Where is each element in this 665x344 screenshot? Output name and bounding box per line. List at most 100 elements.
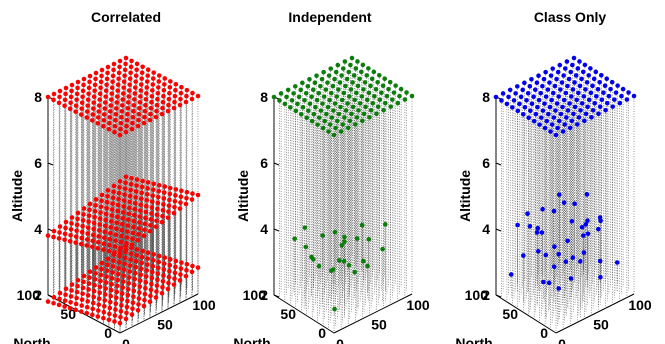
plane-point xyxy=(549,97,554,103)
y-axis-label: North xyxy=(455,335,492,344)
plane-point xyxy=(99,198,104,204)
scatter-point xyxy=(383,222,388,227)
plane-point xyxy=(594,93,599,99)
z-tick-label: 4 xyxy=(482,221,490,237)
plane-point xyxy=(578,108,583,113)
plane-point xyxy=(96,308,101,313)
plane-point xyxy=(631,93,637,99)
plane-point xyxy=(130,230,136,236)
plane-point xyxy=(139,184,145,190)
plane-point xyxy=(74,228,79,234)
plane-point xyxy=(85,97,91,102)
plane-point xyxy=(619,93,624,99)
plane-point xyxy=(155,206,160,212)
plane-point xyxy=(117,132,123,138)
plane-point xyxy=(178,90,184,96)
z-tick-label: 8 xyxy=(482,89,490,105)
plane-point xyxy=(117,58,123,64)
plane-point xyxy=(118,120,124,126)
plane-point xyxy=(540,108,546,113)
plane-point xyxy=(363,104,368,110)
plane-point xyxy=(167,191,173,197)
plane-point xyxy=(69,221,74,226)
scatter-point xyxy=(581,233,586,238)
plane-point xyxy=(154,102,160,108)
plane-point xyxy=(562,122,568,127)
plane-point xyxy=(145,250,151,256)
plane-point xyxy=(143,97,149,102)
plane-point xyxy=(129,126,135,132)
plane-point xyxy=(126,211,132,217)
plane-point xyxy=(132,85,138,90)
plane-point xyxy=(74,295,79,301)
x-tick-label: 100 xyxy=(406,297,430,313)
scatter-point xyxy=(508,272,514,277)
plane-point xyxy=(149,205,155,210)
plane-point xyxy=(591,76,597,82)
plane-point xyxy=(575,66,581,71)
plane-point xyxy=(141,303,147,309)
plane-point xyxy=(108,230,113,236)
plane-point xyxy=(321,94,327,99)
plane-point xyxy=(357,76,362,82)
plane-point xyxy=(333,69,339,75)
plane-point xyxy=(162,190,167,195)
plane-point xyxy=(597,79,602,85)
plane-point xyxy=(147,117,153,123)
plane-point xyxy=(167,85,173,90)
scatter-point xyxy=(597,258,603,264)
plane-point xyxy=(373,86,379,92)
scatter-point xyxy=(525,211,530,216)
plane-point xyxy=(350,80,355,85)
plane-point xyxy=(108,219,114,224)
plane-point xyxy=(85,231,90,236)
plane-point xyxy=(149,211,154,216)
plane-point xyxy=(351,73,357,78)
plane-point xyxy=(144,203,149,209)
plane-point xyxy=(104,268,110,274)
plane-point xyxy=(123,249,128,255)
plane-point xyxy=(576,115,582,120)
plane-point xyxy=(345,101,350,106)
plane-point xyxy=(98,278,103,284)
plane-point xyxy=(108,225,114,230)
x-axis-label: East xyxy=(372,341,402,344)
z-tick-label: 6 xyxy=(34,155,42,171)
plane-point xyxy=(126,205,132,211)
plane-point xyxy=(350,104,356,110)
plane-point xyxy=(74,289,80,295)
scatter-point xyxy=(535,225,541,231)
plane-point xyxy=(75,283,80,289)
plane-point xyxy=(352,122,358,127)
plane-point xyxy=(111,67,116,73)
plane-point xyxy=(393,83,398,88)
plane-point xyxy=(113,301,119,306)
plane-point xyxy=(81,206,87,211)
plane-point xyxy=(75,216,80,222)
plane-point xyxy=(184,261,190,267)
plane-point xyxy=(159,219,165,225)
plane-point xyxy=(353,66,359,71)
y-tick-label: 0 xyxy=(104,325,112,341)
plane-point xyxy=(134,247,140,252)
plane-point xyxy=(166,274,172,280)
plane-point xyxy=(154,212,160,218)
plane-point xyxy=(160,279,166,284)
plane-point xyxy=(336,87,341,92)
plane-point xyxy=(137,105,142,111)
plane-point xyxy=(150,76,156,81)
plane-point xyxy=(520,111,526,117)
plane-point xyxy=(130,236,135,242)
y-tick-label: 100 xyxy=(465,287,489,303)
plane-point xyxy=(114,94,120,99)
plane-point xyxy=(125,223,131,228)
plane-point xyxy=(80,291,85,297)
plane-point xyxy=(91,226,96,232)
plane-point xyxy=(127,263,133,268)
plane-point xyxy=(93,76,98,82)
plane-point xyxy=(129,58,134,64)
plane-point xyxy=(554,76,559,82)
plane-point xyxy=(93,70,99,76)
x-axis-label: East xyxy=(594,341,624,344)
plane-point xyxy=(91,294,96,300)
